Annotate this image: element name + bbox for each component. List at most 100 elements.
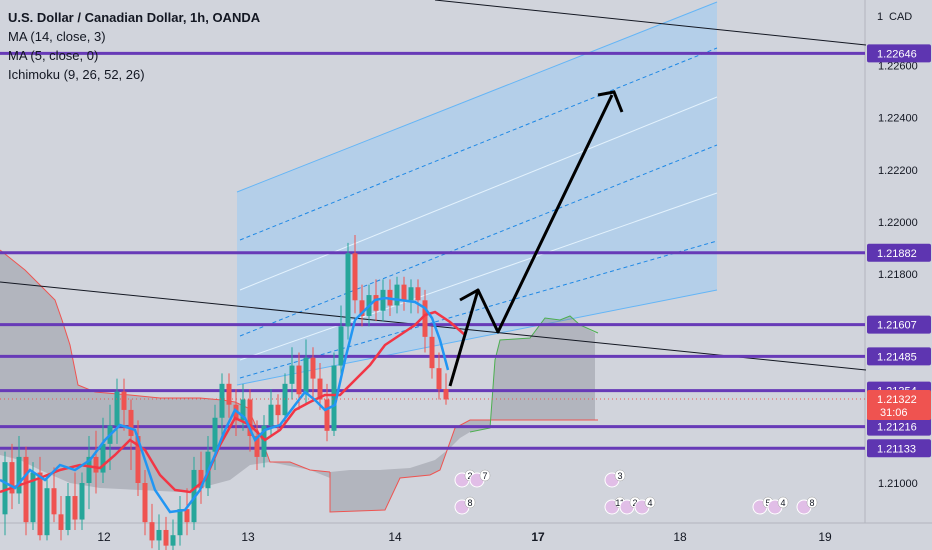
countdown-text: 31:06 [880,407,908,419]
candle-body [345,253,351,327]
channel-lower [236,289,718,386]
event-count: 4 [780,498,785,508]
level-label-text: 1.21882 [877,248,917,260]
ma5-line [0,310,466,494]
time-tick-label: 13 [241,530,255,544]
level-label-text: 1.22646 [877,48,917,60]
level-price-label: 1.21607 [867,315,931,334]
ma14-line [0,296,450,514]
candle-body [37,472,43,536]
candle-body [254,436,260,457]
level-price-label: 1.21485 [867,347,931,366]
time-tick-label: 19 [818,530,832,544]
candle-body [261,425,267,457]
level-label-bg [867,347,931,366]
candle-body [268,404,274,426]
level-price-label: 1.22646 [867,44,931,63]
event-count-bg [614,469,626,482]
indicator-ichimoku[interactable]: Ichimoku (9, 26, 52, 26) [8,67,145,82]
level-label-bg [867,315,931,334]
candle-body [212,417,218,452]
candle-body [100,443,106,473]
cloud-line [469,315,599,433]
candle-body [226,383,232,405]
level-price-label: 1.21216 [867,417,931,436]
event-count-bg [464,496,476,509]
trendline [434,0,867,46]
event-marker: 4 [767,496,789,515]
level-label-bg [867,44,931,63]
candle-body [359,300,365,316]
event-count-bg [777,496,789,509]
candle-body [219,383,225,418]
forecast-path [448,94,614,387]
candle-body [331,365,337,431]
cloud-line [329,419,598,513]
candle-body [422,300,428,337]
level-label-text: 1.21216 [877,422,917,434]
event-count: 8 [467,498,472,508]
candle-body [23,456,29,523]
event-count: 7 [482,471,487,481]
candle-body [415,287,421,301]
event-marker: 8 [796,496,818,515]
candle-body [177,509,183,536]
candle-body [9,462,15,494]
candle-body [310,357,316,379]
candle-body [296,365,302,395]
event-count: 11 [615,498,624,508]
time-tick-label: 17 [531,530,545,544]
candle-body [303,357,309,395]
price-tick-label: 1.21800 [878,269,918,281]
indicator-ma5[interactable]: MA (5, close, 0) [8,48,99,63]
event-marker: 3 [604,469,626,488]
event-marker: 7 [469,469,491,488]
indicator-ma14[interactable]: MA (14, close, 3) [8,29,106,44]
time-tick-label: 18 [673,530,687,544]
candle-body [128,409,134,437]
candle-body [338,326,344,366]
candle-body [401,284,407,301]
candle-body [247,399,253,437]
candle-body [16,456,22,494]
candle-body [443,389,449,400]
candle-body [93,456,99,473]
forecast-mark [459,288,479,302]
candle-body [149,522,155,541]
level-label-text: 1.21485 [877,351,917,363]
candle-body [121,391,127,410]
candle-body [44,488,50,536]
level-price-label: 1.21133 [867,439,931,458]
channel-line [239,240,718,379]
candle-body [408,287,414,301]
time-tick-label: 14 [388,530,402,544]
event-count-bg [806,496,818,509]
event-count: 2 [467,471,472,481]
candle-body [436,368,442,390]
candle-body [394,284,400,306]
candle-body [184,509,190,523]
candle-body [380,289,386,311]
price-tick-label: 1.22600 [878,60,918,72]
channel-line [239,144,718,337]
price-axis-ticks: 1.21000 1.21800 1.22000 1.22200 1.22400 1.226… [877,11,918,490]
candle-body [429,336,435,369]
candle-body [240,399,246,421]
candles [2,235,449,550]
channel-line [239,47,718,241]
candle-body [51,488,57,515]
candle-body [163,529,169,546]
price-tick-label: 1.21000 [878,478,918,490]
symbol-title[interactable]: U.S. Dollar / Canadian Dollar, 1h, OANDA [8,10,261,25]
price-tick-label: 1.22000 [878,217,918,229]
candle-body [170,535,176,546]
candle-body [324,399,330,431]
time-tick-label: 12 [97,530,111,544]
time-axis-ticks: 12 13 14 17 18 19 [97,530,832,544]
candle-body [2,462,8,515]
candle-body [352,253,358,301]
